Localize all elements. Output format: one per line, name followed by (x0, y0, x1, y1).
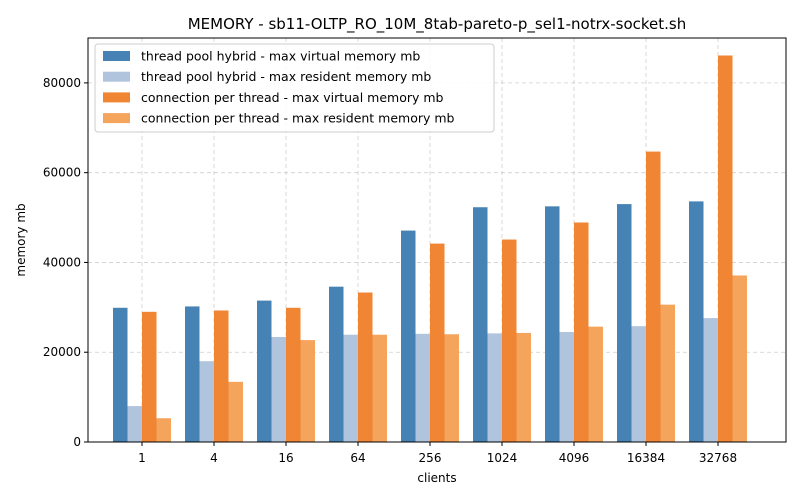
y-tick-label: 60000 (43, 166, 81, 180)
bar-series2-64 (343, 334, 358, 442)
bar-series1-1024 (473, 207, 488, 442)
y-tick-label: 20000 (43, 345, 81, 359)
bar-series1-4 (185, 306, 200, 442)
bar-series4-256 (444, 334, 459, 442)
bar-series1-256 (401, 230, 416, 442)
legend-label: thread pool hybrid - max virtual memory … (141, 49, 420, 64)
bar-series4-16 (300, 340, 315, 442)
bar-series3-4 (214, 310, 229, 442)
bar-series4-1 (156, 418, 171, 442)
x-tick-label: 16 (278, 451, 293, 465)
legend-swatch (103, 113, 130, 124)
x-axis-label: clients (417, 471, 456, 485)
y-tick-label: 0 (73, 435, 81, 449)
bar-series2-4 (199, 361, 214, 442)
bar-series3-4096 (574, 222, 589, 442)
y-tick-label: 80000 (43, 76, 81, 90)
bar-series3-1 (142, 311, 157, 442)
bar-series4-4096 (588, 326, 603, 442)
x-tick-label: 4096 (559, 451, 590, 465)
bar-series3-1024 (502, 239, 517, 442)
x-tick-label: 1 (138, 451, 146, 465)
bar-series3-16 (286, 307, 301, 442)
bar-series3-32768 (718, 55, 733, 443)
bar-series3-256 (430, 243, 445, 442)
axis-ticks: 0 20000 40000 60000 80000 1 4 16 64 256 1024 4096 16… (43, 76, 737, 465)
bar-series3-16384 (646, 151, 661, 442)
x-tick-label: 256 (419, 451, 442, 465)
bar-series4-16384 (660, 304, 675, 442)
legend-label: connection per thread - max resident mem… (141, 111, 455, 126)
bars (113, 55, 747, 443)
bar-series2-4096 (559, 332, 574, 442)
bar-series3-64 (358, 292, 373, 442)
bar-series4-4 (228, 381, 243, 442)
x-tick-label: 32768 (699, 451, 737, 465)
x-tick-label: 4 (210, 451, 218, 465)
y-axis-label: memory mb (14, 203, 28, 276)
y-tick-label: 40000 (43, 255, 81, 269)
bar-series1-16 (257, 300, 272, 442)
legend-swatch (103, 51, 130, 61)
x-tick-label: 1024 (487, 451, 518, 465)
bar-series2-1024 (487, 333, 502, 442)
bar-series2-16 (271, 336, 286, 442)
legend-swatch (103, 92, 130, 103)
bar-series4-32768 (732, 275, 747, 442)
bar-series1-16384 (617, 204, 632, 442)
x-tick-label: 16384 (627, 451, 665, 465)
bar-series1-4096 (545, 206, 560, 442)
legend-box (94, 43, 495, 133)
x-tick-label: 64 (350, 451, 365, 465)
bar-series2-32768 (703, 318, 718, 442)
bar-series4-1024 (516, 332, 531, 442)
legend-label: connection per thread - max virtual memo… (141, 90, 444, 105)
legend-swatch (103, 71, 130, 82)
bar-series1-1 (113, 307, 128, 442)
plot-frame (87, 37, 787, 443)
bar-series2-256 (415, 333, 430, 442)
bar-series1-64 (329, 286, 344, 442)
bar-series1-32768 (689, 201, 704, 442)
bar-series4-64 (372, 334, 387, 442)
chart-title: MEMORY - sb11-OLTP_RO_10M_8tab-pareto-p_… (188, 15, 687, 34)
bar-series2-1 (127, 406, 142, 442)
bar-series2-16384 (631, 326, 646, 442)
legend-label: thread pool hybrid - max resident memory… (141, 69, 431, 84)
legend: thread pool hybrid - max virtual memory … (94, 43, 495, 133)
